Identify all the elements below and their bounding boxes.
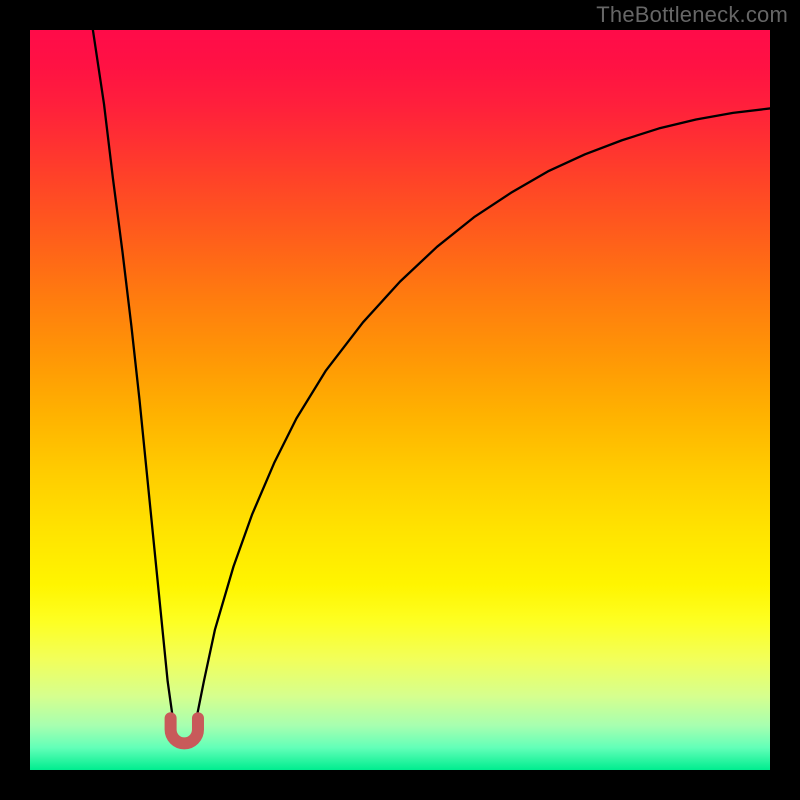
gradient-panel bbox=[30, 30, 770, 770]
bottleneck-chart bbox=[0, 0, 800, 800]
watermark-text: TheBottleneck.com bbox=[596, 2, 788, 28]
